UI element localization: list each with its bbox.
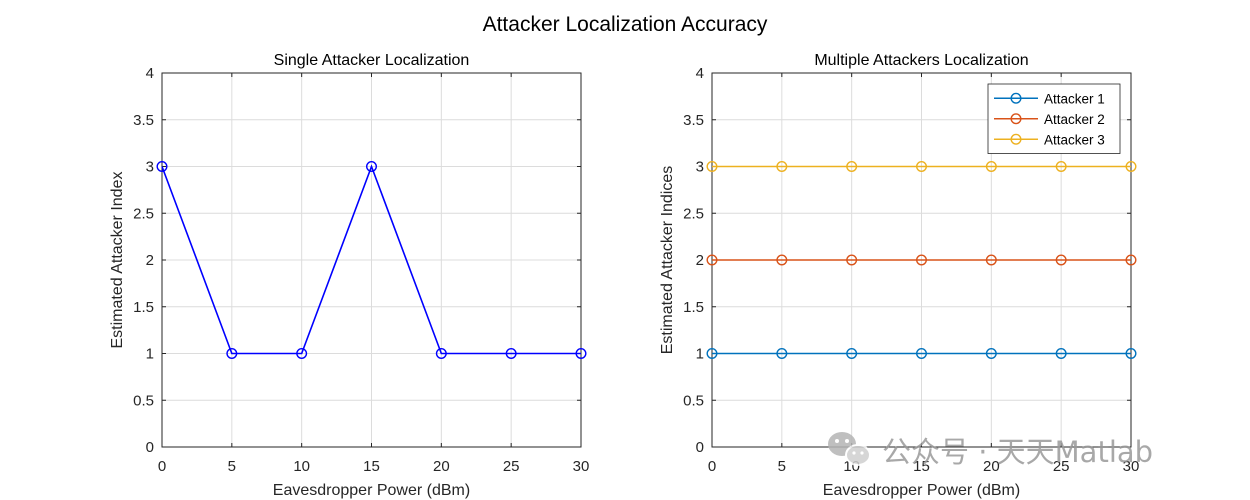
y-tick-label: 3.5: [133, 112, 154, 129]
series-3: [706, 160, 1137, 172]
data-point: [1125, 348, 1137, 360]
chart-title: Single Attacker Localization: [274, 52, 470, 69]
y-tick-label: 4: [146, 65, 154, 82]
y-tick-label: 1: [146, 346, 154, 363]
data-point: [1125, 254, 1137, 266]
data-point: [776, 348, 788, 360]
y-tick-label: 3: [696, 159, 704, 176]
data-point: [985, 160, 997, 172]
data-point: [435, 348, 447, 360]
y-tick-label: 2: [696, 252, 704, 269]
legend-label: Attacker 2: [1044, 112, 1105, 127]
data-point: [706, 254, 718, 266]
x-tick-label: 15: [363, 458, 380, 475]
y-tick-label: 2.5: [133, 205, 154, 222]
x-axis-label: Eavesdropper Power (dBm): [273, 482, 470, 499]
series-line: [161, 164, 581, 355]
data-point: [776, 160, 788, 172]
x-tick-label: 25: [1053, 458, 1070, 475]
watermark-text: 公众号 · 天天Matlab: [882, 435, 1153, 469]
x-tick-label: 30: [1123, 458, 1140, 475]
data-point: [1055, 254, 1067, 266]
x-tick-label: 15: [913, 458, 930, 475]
y-axis-label: Estimated Attacker Indices: [659, 166, 676, 355]
x-tick-label: 10: [293, 458, 310, 475]
y-tick-label: 3.5: [683, 112, 704, 129]
y-tick-label: 0.5: [683, 392, 704, 409]
x-tick-label: 20: [433, 458, 450, 475]
x-tick-label: 20: [983, 458, 1000, 475]
y-tick-label: 1.5: [133, 299, 154, 316]
x-tick-label: 0: [708, 458, 716, 475]
x-tick-label: 5: [228, 458, 236, 475]
legend-label: Attacker 1: [1044, 91, 1105, 106]
legend: Attacker 1 Attacker 2 Attacker 3: [987, 83, 1121, 154]
data-point: [916, 160, 928, 172]
legend-label: Attacker 3: [1044, 132, 1105, 147]
data-point: [985, 348, 997, 360]
data-point: [575, 348, 587, 360]
x-tick-label: 0: [158, 458, 166, 475]
x-tick-label: 5: [778, 458, 786, 475]
figure-suptitle: Attacker Localization Accuracy: [483, 13, 768, 36]
data-point: [1125, 160, 1137, 172]
data-point: [846, 254, 858, 266]
x-tick-label: 30: [573, 458, 590, 475]
data-point: [156, 160, 168, 172]
y-tick-label: 4: [696, 65, 704, 82]
data-point: [776, 254, 788, 266]
y-tick-label: 2: [146, 252, 154, 269]
data-point: [706, 348, 718, 360]
data-point: [916, 254, 928, 266]
chart-title: Multiple Attackers Localization: [814, 52, 1028, 69]
data-point: [916, 348, 928, 360]
series-1: [156, 160, 587, 360]
data-point: [846, 348, 858, 360]
y-tick-label: 0: [696, 439, 704, 456]
y-tick-label: 0: [146, 439, 154, 456]
data-point: [846, 160, 858, 172]
data-point: [1055, 160, 1067, 172]
data-point: [296, 348, 308, 360]
y-tick-label: 2.5: [683, 205, 704, 222]
data-point: [706, 160, 718, 172]
x-tick-label: 25: [503, 458, 520, 475]
series-1: [706, 348, 1137, 360]
y-tick-label: 0.5: [133, 392, 154, 409]
chart-panel-1: 0 5 10 15 20 25 30 0 0.5 1 1.5 2 2.5 3 3.5 4 Single Atta…: [109, 52, 589, 499]
data-point: [366, 160, 378, 172]
data-point: [505, 348, 517, 360]
wechat-icon: [828, 432, 871, 466]
data-point: [226, 348, 238, 360]
data-point: [1055, 348, 1067, 360]
data-point: [985, 254, 997, 266]
watermark: 公众号 · 天天Matlab: [828, 432, 1153, 469]
legend-swatch-marker: [1010, 92, 1022, 104]
x-axis-label: Eavesdropper Power (dBm): [823, 482, 1020, 499]
legend-swatch-marker: [1010, 113, 1022, 125]
legend-swatch-marker: [1010, 133, 1022, 145]
y-tick-label: 1.5: [683, 299, 704, 316]
y-tick-label: 1: [696, 346, 704, 363]
y-axis-label: Estimated Attacker Index: [109, 172, 126, 349]
axes-frame: [161, 72, 582, 448]
series-2: [706, 254, 1137, 266]
y-tick-label: 3: [146, 159, 154, 176]
